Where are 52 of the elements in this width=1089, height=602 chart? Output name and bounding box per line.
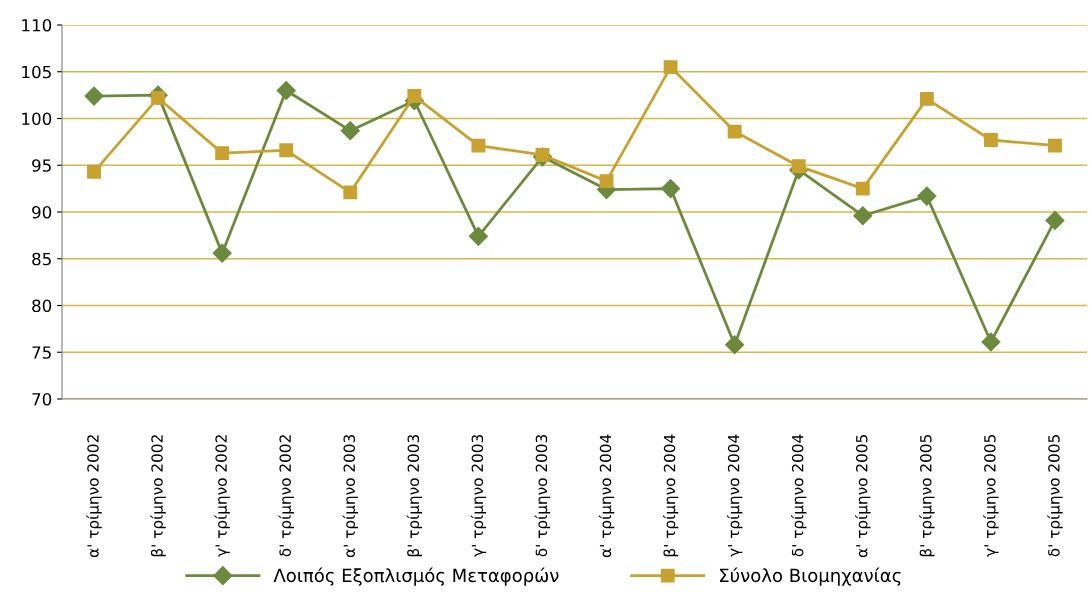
point	[212, 243, 232, 263]
x-tick-label: α' τρίμηνο 2002	[86, 435, 102, 558]
x-tick-label: γ' τρίμηνο 2005	[983, 435, 999, 557]
point	[983, 133, 998, 147]
point	[84, 86, 104, 106]
x-tick-label: β' τρίμηνο 2004	[662, 434, 679, 557]
x-tick-label: δ' τρίμηνο 2003	[534, 434, 551, 557]
point	[471, 138, 486, 153]
x-tick-label: α' τρίμηνο 2003	[342, 434, 358, 558]
y-tick-label: 70	[32, 392, 52, 406]
point	[599, 174, 614, 189]
point	[343, 185, 358, 200]
y-tick-label: 95	[32, 159, 51, 172]
x-tick-label: δ' τρίμηνο 2002	[278, 435, 294, 557]
y-tick-label: 80	[32, 299, 52, 313]
x-tick-label: δ' τρίμηνο 2005	[1047, 435, 1063, 557]
x-tick-label: β' τρίμηνο 2003	[406, 434, 423, 557]
x-tick-label: δ' τρίμηνο 2004	[791, 434, 807, 557]
point	[855, 181, 870, 196]
x-tick-label: γ' τρίμηνο 2002	[214, 435, 230, 557]
x-tick-label: γ' τρίμηνο 2004	[726, 434, 743, 557]
point	[725, 335, 745, 355]
point	[276, 80, 296, 100]
point	[468, 226, 488, 246]
y-tick-label: 105	[22, 65, 51, 79]
point	[853, 206, 873, 226]
x-tick-label: α' τρίμηνο 2004	[598, 434, 615, 558]
point	[791, 159, 806, 174]
legend-label: Λοιπός Εξοπλισμός Μεταφορών	[273, 567, 559, 586]
point	[981, 332, 1001, 352]
x-tick-label: γ' τρίμηνο 2003	[470, 434, 487, 557]
point	[1048, 138, 1062, 153]
point	[661, 179, 681, 199]
x-tick-label: α' τρίμηνο 2005	[855, 435, 871, 558]
point	[407, 89, 422, 104]
point	[1045, 210, 1065, 230]
y-tick-label: 110	[22, 18, 52, 32]
y-tick-label: 90	[32, 205, 52, 219]
point	[279, 143, 294, 158]
point	[87, 164, 101, 179]
x-tick-label: β' τρίμηνο 2005	[919, 435, 935, 557]
x-tick-label: β' τρίμηνο 2002	[150, 435, 166, 557]
point	[215, 146, 230, 161]
legend-label: Σύνολο Βιομηχανίας	[720, 567, 901, 586]
point	[663, 60, 678, 75]
y-tick-label: 75	[32, 346, 51, 359]
point	[340, 121, 360, 141]
point	[917, 186, 937, 206]
y-tick-label: 85	[32, 252, 51, 266]
point	[727, 124, 742, 139]
point	[919, 91, 934, 106]
y-tick-label: 100	[22, 112, 52, 126]
